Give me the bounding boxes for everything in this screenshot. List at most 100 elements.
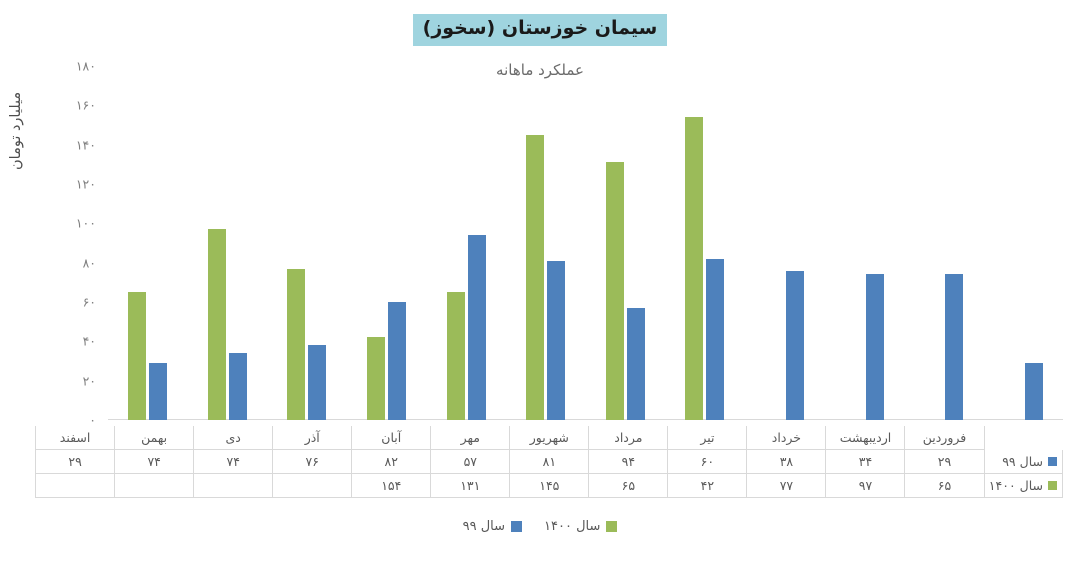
bar-series-prev[interactable] [626, 307, 645, 420]
bar-series-curr[interactable] [207, 229, 226, 420]
table-cell: ۸۱ [509, 449, 590, 474]
y-axis-tick: ۸۰ [82, 255, 96, 271]
table-cell: ۲۹ [34, 449, 116, 474]
table-column-header: آذر [272, 426, 353, 450]
y-axis-tick: ۶۰ [82, 294, 96, 310]
table-cell: ۶۰ [667, 449, 748, 474]
table-cell: ۵۷ [430, 449, 511, 474]
table-column-header: شهریور [509, 426, 590, 450]
table-cell: ۶۵ [588, 473, 669, 498]
y-axis-tick: ۲۰ [82, 373, 96, 389]
y-axis-tick: ۱۴۰ [75, 137, 96, 153]
bar-group [745, 66, 825, 420]
series-swatch-icon [1048, 481, 1057, 490]
bar-series-prev[interactable] [547, 260, 566, 420]
bar-series-prev[interactable] [228, 353, 247, 420]
table-cell: ۲۹ [904, 449, 985, 474]
bar-group [426, 66, 506, 420]
chart-data-table: فروردین اردیبهشت خرداد تیر مرداد شهریور مهر آبا… [34, 426, 1063, 498]
table-cell: ۷۴ [193, 449, 274, 474]
bar-series-curr[interactable] [526, 134, 545, 420]
bar-group [904, 66, 984, 420]
table-cell [114, 473, 195, 498]
legend-item[interactable]: سال ۹۹ [463, 519, 523, 534]
series-swatch-icon [1048, 456, 1057, 466]
table-column-header: مهر [430, 426, 511, 450]
bar-series-curr[interactable] [446, 292, 465, 420]
legend-item-label: سال ۱۴۰۰ [544, 519, 601, 534]
series-key-curr-label: سال ۱۴۰۰ [988, 478, 1043, 493]
table-column-header: تیر [667, 426, 748, 450]
table-row: سال ۹۹ ۲۹ ۳۴ ۳۸ ۶۰ ۹۴ ۸۱ ۵۷ ۸۲ ۷۶ ۷۴ ۷۴ ۲۹ [34, 449, 1063, 474]
bar-series-curr[interactable] [367, 337, 386, 420]
bar-group [267, 66, 347, 420]
legend-swatch-icon [511, 521, 523, 532]
y-axis-tick: ۰ [89, 412, 96, 428]
y-axis-tick: ۱۲۰ [75, 176, 96, 192]
legend-item[interactable]: سال ۱۴۰۰ [544, 519, 618, 534]
table-cell: ۶۵ [904, 473, 985, 498]
table-cell: ۷۷ [746, 473, 827, 498]
table-cell: ۸۲ [351, 449, 432, 474]
bar-series-prev[interactable] [706, 258, 725, 420]
series-key-prev: سال ۹۹ [984, 449, 1063, 474]
table-cell: ۱۳۱ [430, 473, 511, 498]
series-key-prev-label: سال ۹۹ [1002, 453, 1043, 469]
bar-group [188, 66, 268, 420]
bar-group [586, 66, 666, 420]
y-axis-label: میلیارد تومان [8, 91, 24, 170]
bar-series-prev[interactable] [149, 362, 168, 420]
table-column-header: مرداد [588, 426, 669, 450]
table-column-header: خرداد [746, 426, 827, 450]
bar-series-prev[interactable] [785, 270, 804, 420]
bar-series-prev[interactable] [865, 274, 884, 420]
table-cell: ۳۸ [746, 449, 827, 474]
bar-group [983, 66, 1063, 420]
bar-series-prev[interactable] [388, 302, 407, 420]
bar-group [506, 66, 586, 420]
bar-series-prev[interactable] [1024, 362, 1043, 420]
table-cell: ۳۴ [825, 449, 906, 474]
table-cell [272, 473, 353, 498]
table-cell: ۴۲ [667, 473, 748, 498]
bar-series-prev[interactable] [467, 235, 486, 420]
table-cell: ۷۶ [272, 449, 353, 474]
table-cell: ۱۵۴ [351, 473, 432, 498]
table-cell: ۹۷ [825, 473, 906, 498]
table-cell [193, 473, 274, 498]
y-axis: ۱۸۰ ۱۶۰ ۱۴۰ ۱۲۰ ۱۰۰ ۸۰ ۶۰ ۴۰ ۲۰ ۰ [46, 59, 102, 428]
chart-legend: سال ۱۴۰۰ سال ۹۹ [0, 519, 1080, 534]
bar-group [665, 66, 745, 420]
table-cell [34, 473, 116, 498]
y-axis-tick: ۱۸۰ [75, 58, 96, 74]
x-axis-baseline [108, 419, 1063, 420]
chart-plot-area [108, 66, 1063, 420]
table-column-header: آبان [351, 426, 432, 450]
table-column-header: بهمن [114, 426, 195, 450]
bar-series-curr[interactable] [685, 117, 704, 420]
bar-group [108, 66, 188, 420]
bar-series-curr[interactable] [605, 162, 624, 420]
table-header-row: فروردین اردیبهشت خرداد تیر مرداد شهریور مهر آبا… [34, 426, 1063, 450]
table-column-header: دی [193, 426, 274, 450]
table-cell: ۷۴ [114, 449, 195, 474]
series-key-curr: سال ۱۴۰۰ [984, 473, 1063, 498]
bar-series-curr[interactable] [128, 292, 147, 420]
table-cell: ۱۴۵ [509, 473, 590, 498]
bar-group [347, 66, 427, 420]
table-column-header: فروردین [904, 426, 985, 450]
page-title: سیمان خوزستان (سخوز) [412, 14, 668, 46]
y-axis-tick: ۴۰ [82, 333, 96, 349]
bar-series-curr[interactable] [287, 268, 306, 420]
table-cell: ۹۴ [588, 449, 669, 474]
y-axis-tick: ۱۰۰ [75, 215, 96, 231]
table-corner-cell [984, 426, 1063, 450]
table-row: سال ۱۴۰۰ ۶۵ ۹۷ ۷۷ ۴۲ ۶۵ ۱۴۵ ۱۳۱ ۱۵۴ [34, 473, 1063, 498]
y-axis-tick: ۱۶۰ [75, 97, 96, 113]
bar-group [824, 66, 904, 420]
chart-title-container: سیمان خوزستان (سخوز) [0, 14, 1080, 46]
bar-series-prev[interactable] [308, 345, 327, 420]
legend-swatch-icon [606, 521, 618, 532]
table-column-header: اردیبهشت [825, 426, 906, 450]
bar-series-prev[interactable] [945, 274, 964, 420]
